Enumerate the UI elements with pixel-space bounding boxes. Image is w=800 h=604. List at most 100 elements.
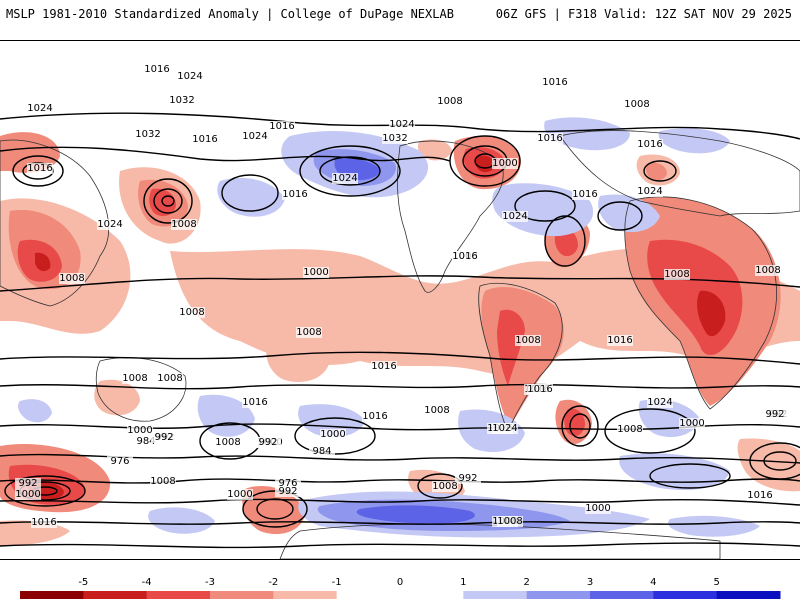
colorbar-tick-label: -3 xyxy=(205,577,215,588)
map-panel: 1016 1024 1032 1024 1032 1016 1016 1024 1008 1024… xyxy=(0,40,800,560)
isobar-label: 1024 xyxy=(637,186,662,197)
isobar-label-bg xyxy=(585,503,611,514)
isobar-label: 1024 xyxy=(27,103,52,114)
isobar xyxy=(417,473,463,499)
isobar-label-bg xyxy=(747,490,773,501)
colorbar-segment xyxy=(83,591,148,599)
header: MSLP 1981-2010 Standardized Anomaly | Co… xyxy=(0,0,800,40)
colorbar-segment xyxy=(463,591,528,599)
isobar-label-bg xyxy=(389,119,415,130)
isobar-label: 1024 xyxy=(242,131,267,142)
isobar xyxy=(0,112,800,140)
isobar-label: 1024 xyxy=(492,423,517,434)
isobar-label-bg xyxy=(497,516,523,527)
isobar-label: 1024 xyxy=(332,173,357,184)
coastline xyxy=(624,196,777,410)
isobar-label-bg xyxy=(502,211,528,222)
isobar-label: 1008 xyxy=(664,269,689,280)
anomaly-area xyxy=(598,194,660,233)
isobar-label: 1032 xyxy=(169,95,194,106)
anomaly-area xyxy=(481,286,564,426)
isobar-label-bg xyxy=(269,121,295,132)
isobar-label: 1000 xyxy=(15,489,40,500)
isobar-label-bg xyxy=(424,405,450,416)
isobar-label: 1016 xyxy=(371,361,396,372)
isobar-label: 1000 xyxy=(320,429,345,440)
isobar-label: 1016 xyxy=(747,490,772,501)
isobar-label-bg xyxy=(537,133,563,144)
isobar-label-bg xyxy=(255,437,281,448)
isobar-label: 976 xyxy=(278,478,297,489)
isobar-label-bg xyxy=(455,473,481,484)
isobar xyxy=(0,146,451,162)
isobar-label: 1024 xyxy=(647,397,672,408)
isobar xyxy=(319,156,381,186)
anomaly-area xyxy=(497,309,525,386)
coastline xyxy=(0,139,110,307)
colorbar-tick-label: 4 xyxy=(650,577,656,588)
isobar xyxy=(0,542,800,549)
coastline xyxy=(559,130,800,217)
isobar xyxy=(0,521,800,525)
isobar xyxy=(643,160,677,182)
isobar-label: 1016 xyxy=(31,517,56,528)
isobar xyxy=(514,190,576,222)
isobar-label-bg xyxy=(362,411,388,422)
isobar-label: 1008 xyxy=(171,219,196,230)
isobar-label: 1008 xyxy=(59,273,84,284)
isobar-label-bg xyxy=(27,103,53,114)
isobar-label: 1024 xyxy=(389,119,414,130)
isobar xyxy=(569,413,591,439)
isobar xyxy=(604,408,696,454)
anomaly-area xyxy=(475,155,495,173)
colorbar-tick-label: 1 xyxy=(460,577,466,588)
isobar-label-bg xyxy=(637,139,663,150)
isobar-label-bg xyxy=(15,489,41,500)
isobar-label-bg xyxy=(169,95,195,106)
isobar-label: 1024 xyxy=(177,71,202,82)
isobar-label-bg xyxy=(171,219,197,230)
isobar xyxy=(0,383,800,390)
isobar-label: 1016 xyxy=(527,384,552,395)
isobar-label: 1016 xyxy=(242,397,267,408)
colorbar-svg: -5 -4 -3 -2 -1 0 1 2 3 4 5 xyxy=(20,577,781,599)
isobar-label: 1016 xyxy=(27,163,52,174)
isobar-label-bg xyxy=(755,265,781,276)
isobar xyxy=(161,195,175,207)
isobar-label-bg xyxy=(192,134,218,145)
isobar-label-bg xyxy=(177,71,203,82)
isobar-label-bg xyxy=(133,436,159,447)
isobar-label-bg xyxy=(303,267,329,278)
isobar-label-bg xyxy=(637,186,663,197)
isobar xyxy=(0,351,800,365)
isobar-label: 1016 xyxy=(192,134,217,145)
isobar-label-bg xyxy=(97,219,123,230)
isobar-label: 1032 xyxy=(135,129,160,140)
anomaly-area xyxy=(35,252,51,272)
colorbar-tick-label: 5 xyxy=(713,577,719,588)
colorbar-segment xyxy=(400,591,464,599)
anomaly-area xyxy=(697,290,726,337)
isobar-label-bg xyxy=(242,131,268,142)
isobar-label-bg xyxy=(617,424,643,435)
isobar-label: 1016 xyxy=(572,189,597,200)
isobar-label: 1016 xyxy=(537,133,562,144)
isobar xyxy=(299,145,401,197)
isobar-label-bg xyxy=(242,397,268,408)
isobar-label-bg xyxy=(624,99,650,110)
anomaly-area xyxy=(544,117,630,151)
anomaly-area xyxy=(298,404,365,438)
colorbar-segment xyxy=(20,591,84,599)
anomaly-area xyxy=(668,515,760,537)
isobar-label-bg xyxy=(382,133,408,144)
isobar-label: 1000 xyxy=(585,503,610,514)
isobar xyxy=(749,442,800,480)
colorbar-segment xyxy=(210,591,274,599)
isobar-label: 984 xyxy=(136,436,155,447)
isobar-label: 1016 xyxy=(269,121,294,132)
colorbar-segment xyxy=(336,591,401,599)
isobar-label-bg xyxy=(275,486,301,497)
isobar-label: 1008 xyxy=(296,327,321,338)
isobar-label-bg xyxy=(59,273,85,284)
isobar-label: 1008 xyxy=(617,424,642,435)
